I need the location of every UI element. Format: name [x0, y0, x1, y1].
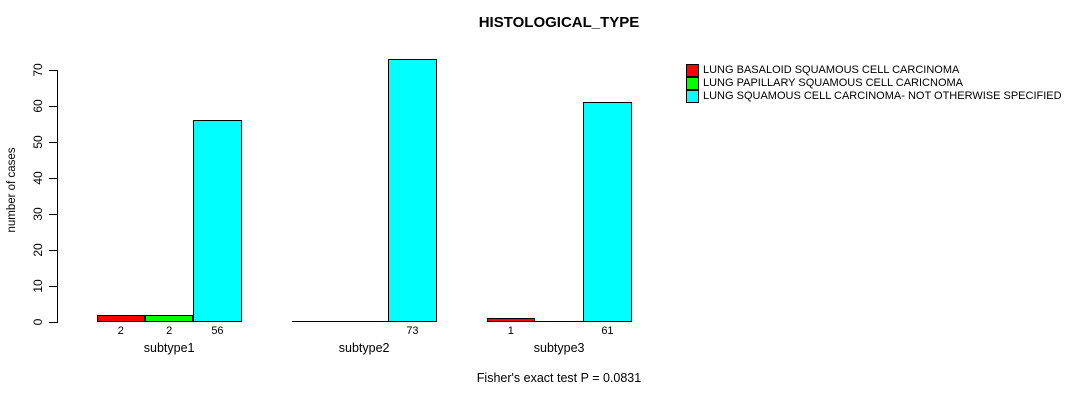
legend-item-1: LUNG BASALOID SQUAMOUS CELL CARCINOMA: [686, 64, 1062, 77]
legend-swatch: [686, 77, 699, 90]
bar-subtype1-series2: [145, 315, 194, 322]
y-axis-tick-label: 30: [31, 207, 45, 221]
legend-label: LUNG SQUAMOUS CELL CARCINOMA- NOT OTHERW…: [703, 90, 1062, 102]
zero-bar-subtype3-series2: [535, 321, 584, 322]
chart-title: HISTOLOGICAL_TYPE: [478, 14, 640, 31]
fisher-test-annotation: Fisher's exact test P = 0.0831: [476, 371, 642, 385]
y-axis-tick-label: 60: [31, 99, 45, 113]
bar-subtype1-series1: [96, 315, 145, 322]
bar-value-label: 1: [507, 325, 514, 337]
legend-label: LUNG BASALOID SQUAMOUS CELL CARCINOMA: [703, 64, 960, 76]
y-axis-tick-label: 70: [31, 63, 45, 77]
bar-subtype3-series3: [583, 102, 632, 322]
bar-value-label: 73: [406, 325, 419, 337]
bar-subtype3-series1: [486, 318, 535, 322]
y-axis-tick-label: 50: [31, 135, 45, 149]
y-axis-tick: [49, 286, 57, 287]
legend-item-2: LUNG PAPILLARY SQUAMOUS CELL CARICNOMA: [686, 77, 1062, 90]
zero-bar-subtype2-series2: [340, 321, 389, 322]
y-axis-line: [57, 70, 58, 323]
y-axis-tick: [49, 214, 57, 215]
y-axis-tick-label: 40: [31, 171, 45, 185]
y-axis-tick: [49, 142, 57, 143]
legend-swatch: [686, 90, 699, 103]
legend-label: LUNG PAPILLARY SQUAMOUS CELL CARICNOMA: [703, 77, 963, 89]
legend-item-3: LUNG SQUAMOUS CELL CARCINOMA- NOT OTHERW…: [686, 90, 1062, 103]
bar-subtype2-series3: [388, 59, 437, 322]
y-axis-tick: [49, 250, 57, 251]
bar-value-label: 56: [211, 325, 224, 337]
y-axis-tick-label: 0: [31, 318, 45, 326]
y-axis-tick: [49, 322, 57, 323]
bar-subtype1-series3: [193, 120, 242, 322]
zero-bar-subtype2-series1: [291, 321, 340, 322]
y-axis-tick: [49, 178, 57, 179]
y-axis-tick: [49, 106, 57, 107]
bar-value-label: 2: [166, 325, 173, 337]
y-axis-tick: [49, 70, 57, 71]
x-axis-group-label: subtype1: [143, 341, 195, 355]
y-axis-tick-label: 10: [31, 279, 45, 293]
bar-value-label: 61: [601, 325, 614, 337]
bar-value-label: 2: [117, 325, 124, 337]
y-axis-tick-label: 20: [31, 243, 45, 257]
x-axis-group-label: subtype3: [533, 341, 585, 355]
legend-swatch: [686, 64, 699, 77]
x-axis-group-label: subtype2: [338, 341, 390, 355]
y-axis-label: number of cases: [6, 147, 18, 233]
legend: LUNG BASALOID SQUAMOUS CELL CARCINOMA LUN…: [686, 64, 1062, 103]
